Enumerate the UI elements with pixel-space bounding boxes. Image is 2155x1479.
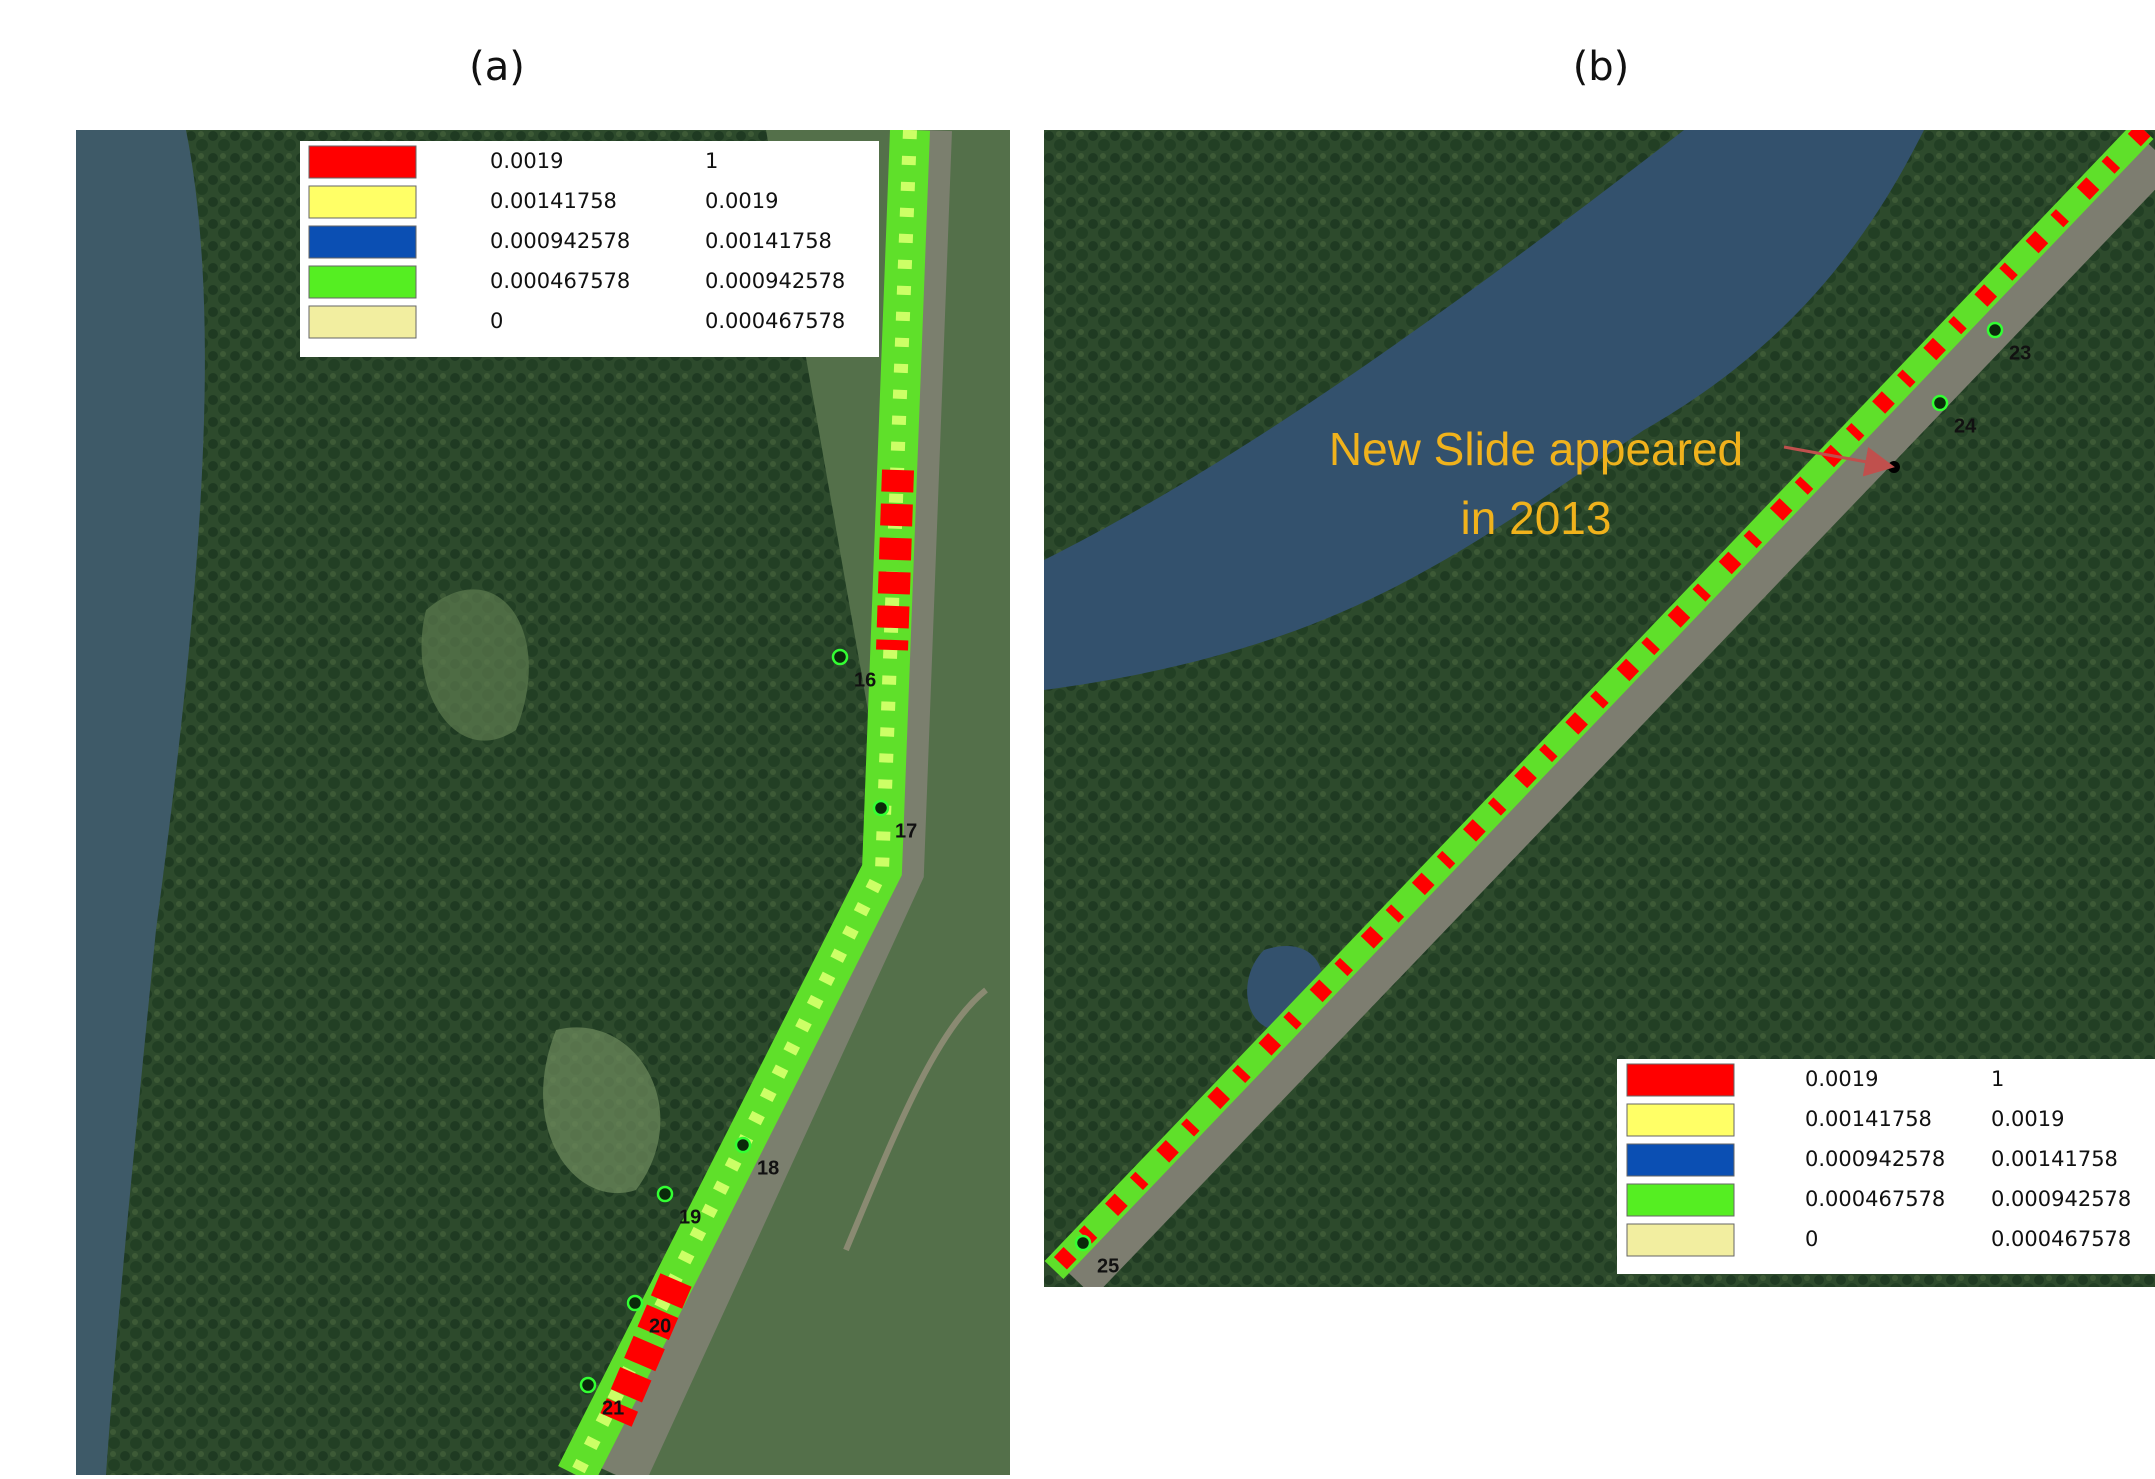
legend-to: 0.000942578 xyxy=(1991,1187,2131,1211)
legend-to: 1 xyxy=(705,149,718,173)
slide-point xyxy=(1888,461,1900,473)
point-label: 20 xyxy=(649,1315,671,1337)
legend-swatch xyxy=(309,266,416,298)
point-label: 18 xyxy=(757,1157,779,1179)
survey-point xyxy=(1076,1236,1090,1250)
figure: (a) (b) 0.0019 1 0.00141758 0.0019 0.0009425… xyxy=(0,0,2155,1475)
legend-swatch xyxy=(309,186,416,218)
survey-point xyxy=(1988,323,2002,337)
legend-swatch xyxy=(1627,1224,1734,1256)
point-label: 24 xyxy=(1954,415,1977,437)
annotation: in 2013 xyxy=(1461,492,1612,544)
point-label: 16 xyxy=(854,669,876,691)
point-label: 21 xyxy=(602,1397,624,1419)
survey-point xyxy=(628,1296,642,1310)
legend-from: 0.00141758 xyxy=(490,189,617,213)
page: (a) (b) 0.0019 1 0.00141758 0.0019 0.0009425… xyxy=(0,0,2155,1475)
legend-to: 0.00141758 xyxy=(1991,1147,2118,1171)
legend-from: 0 xyxy=(1805,1227,1818,1251)
legend-swatch xyxy=(1627,1104,1734,1136)
survey-point xyxy=(874,801,888,815)
legend-to: 0.00141758 xyxy=(705,229,832,253)
legend-swatch xyxy=(309,146,416,178)
legend-swatch xyxy=(309,226,416,258)
legend-swatch xyxy=(1627,1064,1734,1096)
legend-from: 0 xyxy=(490,309,503,333)
legend-from: 0.00141758 xyxy=(1805,1107,1932,1131)
survey-point xyxy=(581,1378,595,1392)
legend-to: 0.000942578 xyxy=(705,269,845,293)
legend-to: 0.000467578 xyxy=(705,309,845,333)
legend-from: 0.0019 xyxy=(1805,1067,1878,1091)
survey-point xyxy=(1933,396,1947,410)
map-a: 0.0019 1 0.00141758 0.0019 0.000942578 0.0014… xyxy=(76,130,1010,1475)
point-label: 17 xyxy=(895,820,917,842)
legend-to: 0.000467578 xyxy=(1991,1227,2131,1251)
legend-from: 0.000942578 xyxy=(490,229,630,253)
legend-to: 0.0019 xyxy=(705,189,778,213)
legend-to: 0.0019 xyxy=(1991,1107,2064,1131)
legend-from: 0.000467578 xyxy=(490,269,630,293)
point-label: 19 xyxy=(679,1206,701,1228)
legend-from: 0.000942578 xyxy=(1805,1147,1945,1171)
panel-label: (b) xyxy=(1573,44,1630,90)
point-label: 23 xyxy=(2009,342,2031,364)
survey-point xyxy=(833,650,847,664)
survey-point xyxy=(658,1187,672,1201)
survey-point xyxy=(736,1138,750,1152)
legend-to: 1 xyxy=(1991,1067,2004,1091)
annotation: New Slide appeared xyxy=(1329,423,1743,475)
map-b: New Slide appeared in 2013 0.0019 1 0.0014… xyxy=(1044,130,2155,1287)
legend-swatch xyxy=(1627,1144,1734,1176)
legend-from: 0.0019 xyxy=(490,149,563,173)
legend-swatch xyxy=(1627,1184,1734,1216)
panel-label: (a) xyxy=(469,44,525,90)
legend-swatch xyxy=(309,306,416,338)
legend-from: 0.000467578 xyxy=(1805,1187,1945,1211)
point-label: 25 xyxy=(1097,1255,1119,1277)
